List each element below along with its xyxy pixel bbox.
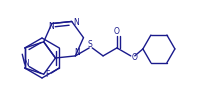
Text: S: S	[88, 40, 93, 49]
Text: F: F	[45, 70, 49, 79]
Text: O: O	[114, 27, 120, 36]
Text: N: N	[23, 58, 29, 68]
Text: N: N	[48, 22, 54, 31]
Text: N: N	[75, 48, 80, 57]
Text: N: N	[73, 18, 79, 27]
Text: O: O	[132, 53, 138, 62]
